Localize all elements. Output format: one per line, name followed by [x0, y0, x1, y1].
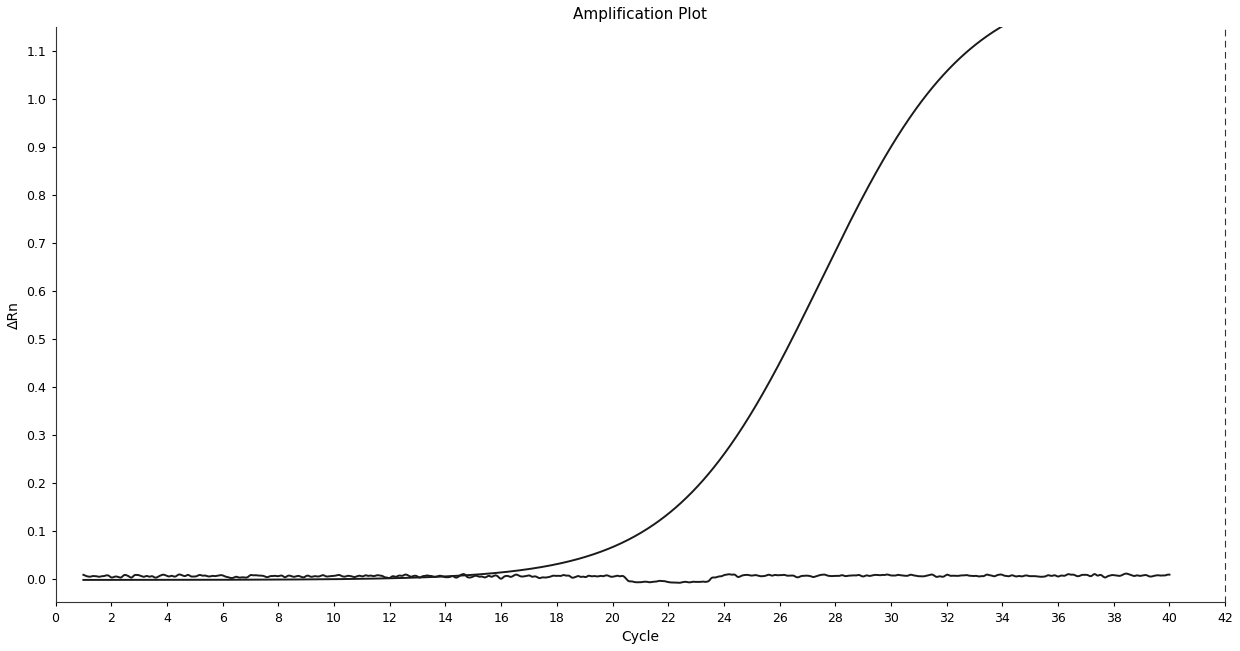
X-axis label: Cycle: Cycle — [621, 630, 660, 644]
Y-axis label: ΔRn: ΔRn — [7, 301, 21, 329]
Title: Amplification Plot: Amplification Plot — [573, 7, 707, 22]
